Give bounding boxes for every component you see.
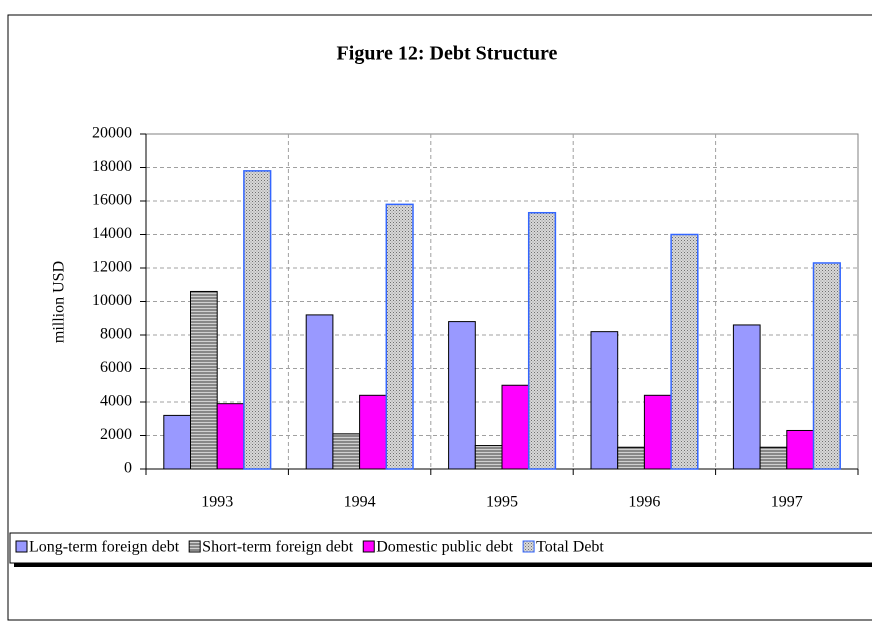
bar (332, 433, 361, 470)
bar (527, 211, 557, 470)
y-tick-label: 0 (124, 460, 132, 477)
x-tick-label: 1994 (344, 494, 376, 511)
legend-box (9, 532, 872, 564)
legend-label: Long-term foreign debt (29, 539, 180, 556)
x-tick-label: 1996 (628, 494, 660, 511)
bar (190, 290, 218, 470)
y-tick-label: 8000 (100, 326, 132, 343)
y-tick-label: 2000 (100, 426, 132, 443)
bar (812, 262, 841, 470)
y-tick-label: 4000 (100, 393, 132, 410)
bar (732, 324, 761, 470)
bar (617, 446, 645, 470)
y-tick-label: 14000 (92, 225, 132, 242)
y-tick-label: 6000 (100, 359, 132, 376)
bar (590, 331, 619, 470)
y-tick-label: 10000 (92, 292, 132, 309)
y-axis-label: million USD (51, 261, 68, 343)
x-tick-label: 1995 (486, 494, 518, 511)
bar (786, 429, 814, 470)
legend-swatch (522, 540, 535, 553)
legend-label: Short-term foreign debt (202, 539, 354, 556)
y-tick-label: 12000 (92, 259, 132, 276)
bar (643, 394, 672, 470)
x-tick-label: 1997 (771, 494, 803, 511)
bar (359, 394, 387, 470)
legend-swatch (188, 540, 201, 553)
bar (163, 414, 192, 470)
bar (448, 321, 476, 470)
x-tick-label: 1993 (201, 494, 233, 511)
y-tick-label: 16000 (92, 192, 132, 209)
legend-swatch (15, 540, 28, 553)
bar (243, 170, 272, 470)
bar (759, 446, 788, 470)
legend-label: Total Debt (536, 539, 604, 556)
legend-label: Domestic public debt (376, 539, 513, 556)
bar (305, 314, 334, 470)
bar (670, 233, 699, 470)
bar (216, 403, 245, 470)
chart-title: Figure 12: Debt Structure (337, 43, 558, 65)
bar (474, 445, 503, 470)
legend-swatch (362, 540, 375, 553)
y-tick-label: 20000 (92, 125, 132, 142)
bar (385, 203, 414, 470)
y-tick-label: 18000 (92, 158, 132, 175)
bar (501, 384, 530, 470)
